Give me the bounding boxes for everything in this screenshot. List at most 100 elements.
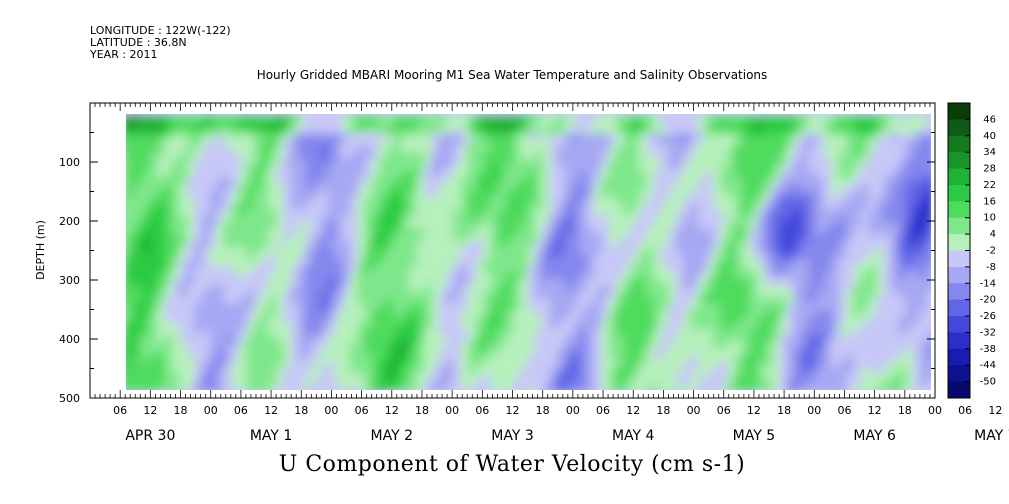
heatmap-cell xyxy=(660,171,669,179)
heatmap-cell xyxy=(705,114,714,122)
heatmap-cell xyxy=(423,259,432,267)
heatmap-cell xyxy=(720,140,729,147)
heatmap-cell xyxy=(394,133,403,141)
heatmap-cell xyxy=(727,259,736,267)
heatmap-cell xyxy=(816,272,825,280)
heatmap-cell xyxy=(497,184,506,192)
heatmap-cell xyxy=(364,335,373,343)
heatmap-cell xyxy=(283,114,292,122)
heatmap-cell xyxy=(542,284,551,292)
heatmap-cell xyxy=(905,140,914,147)
heatmap-cell xyxy=(638,284,647,292)
heatmap-cell xyxy=(846,360,855,368)
heatmap-cell xyxy=(801,114,810,122)
heatmap-cell xyxy=(875,209,884,217)
heatmap-cell xyxy=(246,360,255,368)
heatmap-cell xyxy=(542,127,551,135)
heatmap-cell xyxy=(927,140,931,147)
heatmap-cell xyxy=(142,127,151,135)
heatmap-cell xyxy=(838,171,847,179)
heatmap-cell xyxy=(505,354,514,362)
heatmap-cell xyxy=(542,278,551,286)
heatmap-cell xyxy=(846,379,855,387)
heatmap-cell xyxy=(186,303,195,311)
heatmap-cell xyxy=(416,177,425,185)
heatmap-cell xyxy=(846,322,855,330)
heatmap-cell xyxy=(749,310,758,318)
heatmap-cell xyxy=(705,266,714,273)
heatmap-cell xyxy=(572,203,581,210)
heatmap-cell xyxy=(653,335,662,343)
heatmap-cell xyxy=(616,215,625,223)
heatmap-cell xyxy=(927,203,931,210)
heatmap-cell xyxy=(594,203,603,210)
heatmap-cell xyxy=(564,335,573,343)
heatmap-cell xyxy=(535,209,544,217)
heatmap-cell xyxy=(342,335,351,343)
heatmap-cell xyxy=(683,297,692,305)
heatmap-cell xyxy=(838,234,847,242)
heatmap-cell xyxy=(535,379,544,387)
heatmap-cell xyxy=(720,240,729,248)
heatmap-cell xyxy=(912,196,921,204)
heatmap-cell xyxy=(320,347,329,355)
heatmap-cell xyxy=(638,152,647,160)
heatmap-cell xyxy=(260,158,269,166)
heatmap-cell xyxy=(468,291,477,299)
heatmap-cell xyxy=(527,329,536,336)
heatmap-cell xyxy=(794,234,803,242)
heatmap-cell xyxy=(927,272,931,280)
heatmap-cell xyxy=(668,291,677,299)
heatmap-cell xyxy=(823,259,832,267)
heatmap-cell xyxy=(283,360,292,368)
heatmap-cell xyxy=(816,278,825,286)
heatmap-cell xyxy=(512,341,521,349)
heatmap-cell xyxy=(831,234,840,242)
heatmap-cell xyxy=(646,234,655,242)
heatmap-cell xyxy=(786,266,795,273)
heatmap-cell xyxy=(742,259,751,267)
heatmap-cell xyxy=(772,291,781,299)
heatmap-cell xyxy=(497,196,506,204)
heatmap-cell xyxy=(223,158,232,166)
heatmap-cell xyxy=(305,165,314,173)
heatmap-cell xyxy=(794,171,803,179)
heatmap-cell xyxy=(497,297,506,305)
heatmap-cell xyxy=(646,140,655,147)
heatmap-cell xyxy=(134,379,143,387)
heatmap-cell xyxy=(186,385,195,390)
heatmap-cell xyxy=(831,266,840,273)
heatmap-cell xyxy=(527,165,536,173)
heatmap-cell xyxy=(831,272,840,280)
heatmap-cell xyxy=(320,253,329,261)
heatmap-cell xyxy=(705,184,714,192)
heatmap-cell xyxy=(127,215,136,223)
heatmap-cell xyxy=(134,303,143,311)
heatmap-cell xyxy=(268,152,277,160)
heatmap-cell xyxy=(223,234,232,242)
heatmap-cell xyxy=(283,196,292,204)
heatmap-cell xyxy=(920,165,929,173)
heatmap-cell xyxy=(342,291,351,299)
heatmap-cell xyxy=(142,278,151,286)
heatmap-cell xyxy=(927,278,931,286)
heatmap-cell xyxy=(223,366,232,374)
heatmap-cell xyxy=(372,385,381,390)
heatmap-cell xyxy=(512,203,521,210)
heatmap-cell xyxy=(423,158,432,166)
heatmap-cell xyxy=(609,240,618,248)
heatmap-cell xyxy=(142,259,151,267)
heatmap-cell xyxy=(712,291,721,299)
heatmap-cell xyxy=(875,140,884,147)
heatmap-cell xyxy=(372,341,381,349)
heatmap-cell xyxy=(823,240,832,248)
heatmap-cell xyxy=(683,247,692,255)
heatmap-cell xyxy=(549,171,558,179)
heatmap-cell xyxy=(431,140,440,147)
heatmap-cell xyxy=(483,133,492,141)
heatmap-cell xyxy=(697,127,706,135)
heatmap-cell xyxy=(823,366,832,374)
heatmap-cell xyxy=(579,152,588,160)
heatmap-cell xyxy=(542,203,551,210)
heatmap-cell xyxy=(446,203,455,210)
